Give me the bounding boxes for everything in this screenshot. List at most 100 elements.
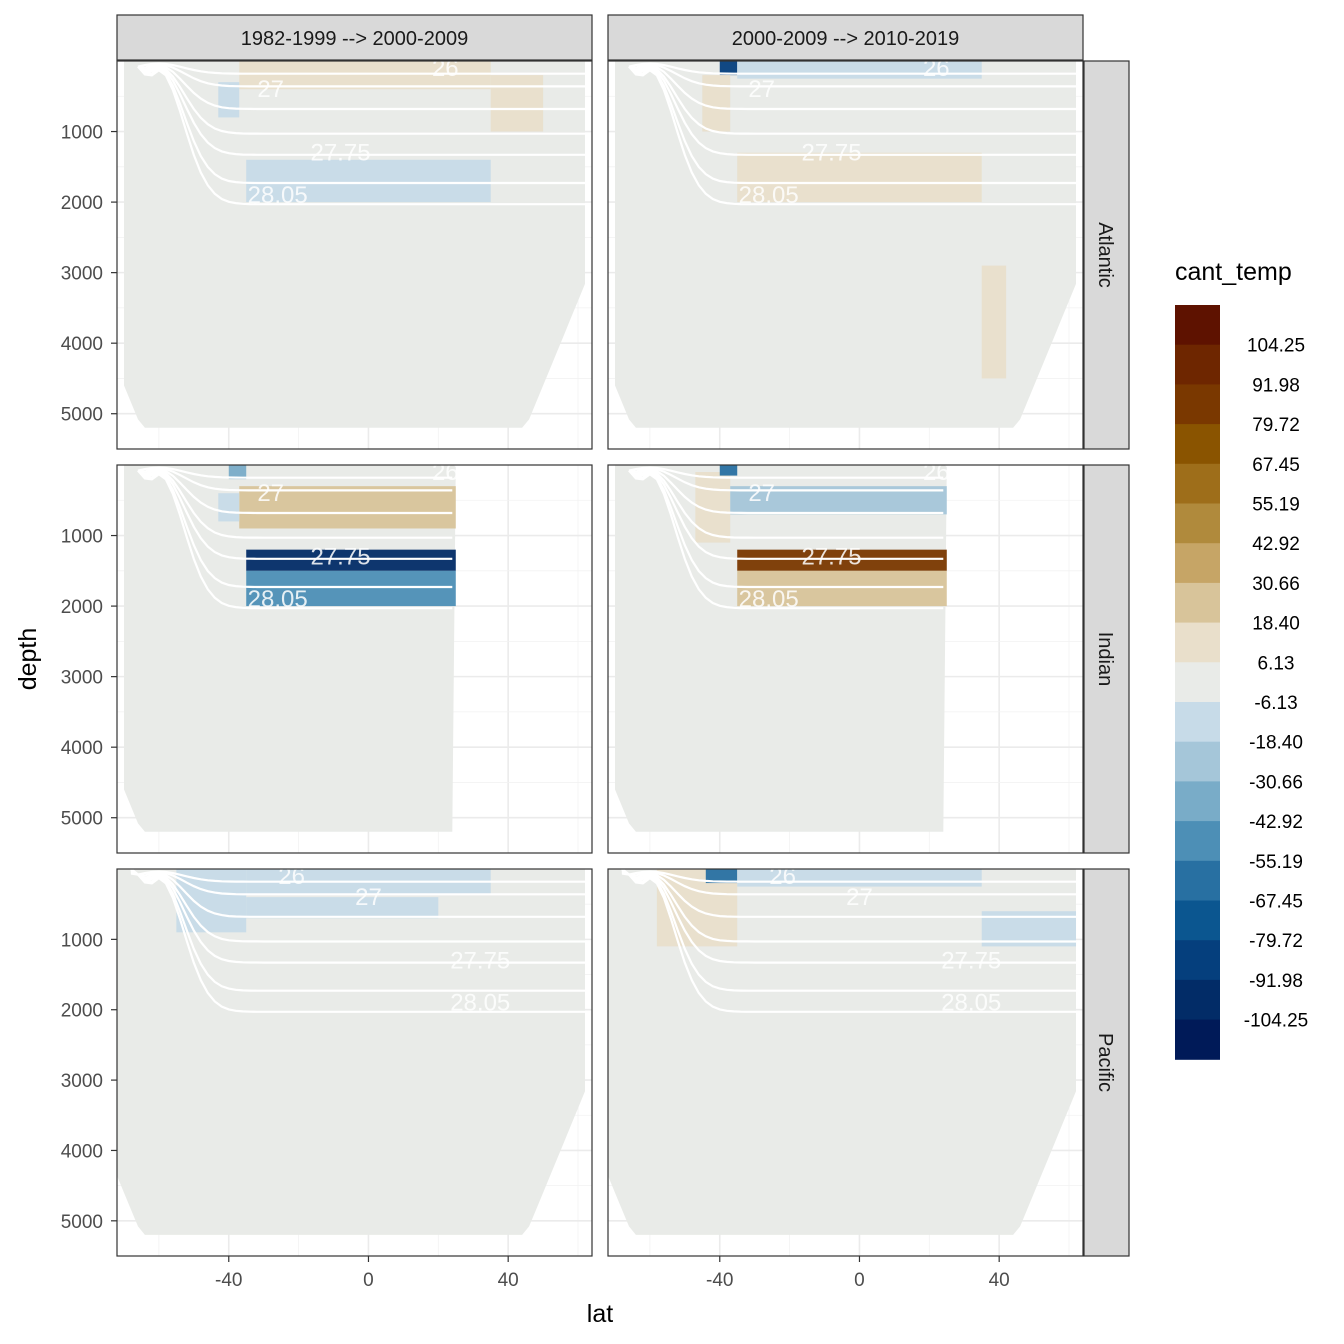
density-contour [137,62,585,75]
density-contour [137,65,585,135]
density-contour [137,64,585,111]
y-tick-label: 2000 [61,597,103,618]
legend-swatch [1175,344,1220,385]
contour-label: 28.05 [450,990,510,1017]
x-axis-title: lat [587,1300,613,1328]
density-contour [137,65,585,185]
density-contour [137,466,453,479]
panel-border [607,464,1084,854]
contour-label: 27.75 [310,140,370,167]
contour-label: 26 [769,863,796,890]
contour-label: 28.05 [739,586,799,613]
density-contour [137,468,453,515]
density-contour [628,63,1076,88]
density-contour [130,871,585,896]
row-strip [1083,464,1130,854]
y-tick-label: 2000 [61,1001,103,1022]
contour-label: 27 [257,76,284,103]
density-contour [137,63,585,88]
density-contour [628,467,944,492]
legend-break-label: -42.92 [1249,812,1303,833]
density-contour [137,65,585,156]
contour-label: 27 [748,76,775,103]
legend-swatch [1175,503,1220,544]
y-tick-label: 4000 [61,1141,103,1162]
legend-swatch [1175,662,1220,703]
legend-swatch [1175,622,1220,663]
y-tick-label: 4000 [61,738,103,759]
column-strip-label: 2000-2009 --> 2010-2019 [732,28,959,50]
section-background [614,465,947,832]
contour-label: 28.05 [248,586,308,613]
y-tick-label: 3000 [61,668,103,689]
section-background [123,61,586,428]
panel-border [607,868,1084,1257]
legend-swatch [1175,424,1220,465]
row-strip-label: Pacific [1094,1033,1116,1092]
panel-border [116,60,593,450]
panel-pacific-2: 26 27 27.75 28.05 [607,863,1084,1257]
x-tick-label: -40 [215,1270,242,1291]
cant-band [737,152,982,203]
density-contour [628,469,944,610]
cant-band [737,570,947,607]
density-contour [621,869,1076,943]
density-contour [628,469,944,589]
y-tick-label: 1000 [61,527,103,548]
legend-swatch [1175,582,1220,624]
cant-band [239,61,491,90]
legend-swatch [1175,860,1220,901]
contour-label: 28.05 [248,182,308,209]
cant-band [176,869,247,933]
y-tick-label: 5000 [61,1212,103,1233]
legend-break-label: 91.98 [1252,375,1300,396]
density-contour [137,469,453,560]
panel-grid: 262727.7528.05262727.7528.05262727.7528.… [116,55,1084,1257]
row-strip-label: Atlantic [1094,222,1116,288]
contour-label: 28.05 [941,990,1001,1017]
contour-label: 27 [257,480,284,507]
legend-swatch [1175,1019,1220,1060]
legend-swatch [1175,979,1220,1021]
legend-break-label: 6.13 [1258,653,1295,674]
density-contour [130,868,585,964]
density-contour [621,868,1076,1013]
y-tick-label: 1000 [61,930,103,951]
y-tick-label: 4000 [61,334,103,355]
legend-swatch [1175,543,1220,584]
cant-band [246,897,439,919]
cant-band [246,570,456,607]
column-strip [116,14,593,61]
legend-break-label: -30.66 [1249,772,1303,793]
row-strip-label: Indian [1094,632,1116,687]
density-contour [137,469,453,610]
legend-break-label: -67.45 [1249,892,1303,913]
density-contour [621,871,1076,896]
density-contour [628,466,944,479]
x-axes: -40 0 40 -40 0 40 [215,1256,1010,1291]
cant-band [218,82,240,118]
y-tick-label: 5000 [61,809,103,830]
density-contour [130,870,585,918]
cant-band [702,75,731,132]
contour-label: 26 [923,459,950,486]
legend-break-label: -91.98 [1249,971,1303,992]
facet-strips: 1982-1999 --> 2000-2009 2000-2009 --> 201… [116,14,1130,1257]
row-strip [1083,60,1130,450]
contour-label: 26 [278,863,305,890]
legend-break-label: 42.92 [1252,534,1300,555]
density-contour [628,469,944,560]
legend-break-label: 104.25 [1247,336,1305,357]
density-contour [628,469,944,539]
density-contour [628,65,1076,185]
legend-swatch [1175,781,1220,822]
legend-break-label: 18.40 [1252,614,1300,635]
panel-border [116,868,593,1257]
x-tick-label: 0 [854,1270,865,1291]
density-contour [628,468,944,515]
legend-swatch [1175,305,1220,346]
cant-band [981,265,1007,379]
